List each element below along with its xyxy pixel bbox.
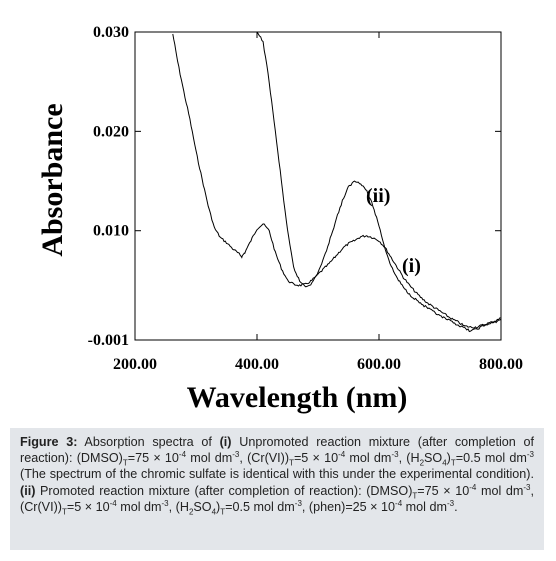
caption-text: (The spectrum of the chromic sulfate is … [20,467,534,482]
x-tick-label: 600.00 [357,356,401,373]
caption-superscript: -4 [338,450,346,460]
caption-superscript: -3 [294,498,302,508]
y-tick-label: 0.020 [93,123,129,140]
figure-caption: Figure 3: Absorption spectra of (i) Unpr… [10,428,544,550]
caption-text: mol dm [186,451,233,466]
caption-label-i: (i) [219,435,232,449]
caption-superscript: -3 [232,450,240,460]
plot-frame [134,31,502,341]
caption-text: =75 × 10 [127,451,179,466]
caption-subscript: T [289,458,294,468]
caption-text: , (Cr(VI)) [239,451,290,466]
chart: -0.001 0.010 0.020 0.030 200.00 400.00 600.00 8… [36,24,523,414]
series-label-i: (i) [402,255,421,277]
caption-text: ) [446,451,451,466]
series-line-i [172,33,502,329]
x-tick-label: 400.00 [235,356,279,373]
caption-text: Unpromoted reaction mixture (after compl… [20,435,535,466]
series-label-ii: (ii) [366,185,390,207]
y-axis-title: Absorbance [36,103,69,256]
caption-superscript: -4 [395,498,403,508]
caption-text: , (H [398,451,420,466]
caption-superscript: -3 [391,450,399,460]
caption-text: mol dm [345,451,392,466]
y-tick-label: 0.010 [93,223,129,240]
caption-text: SO [193,499,212,514]
y-tick-label: -0.001 [88,332,129,349]
caption-text: =5 × 10 [293,451,339,466]
caption-subscript: T [122,458,128,468]
series-lines [172,31,502,333]
caption-subscript: T [220,507,226,517]
caption-figure-label: Figure 3: [20,435,78,449]
caption-text: Absorption spectra of [77,435,220,449]
caption-superscript: -4 [178,450,187,460]
caption-text: =0.5 mol dm [455,451,527,466]
caption-subscript: T [412,491,418,501]
caption-text: SO [424,451,443,466]
caption-superscript: -4 [469,482,477,492]
caption-text: . [454,499,458,514]
caption-superscript: -4 [109,498,117,508]
caption-superscript: -3 [446,498,455,508]
caption-subscript: 4 [442,458,447,468]
caption-superscript: -3 [161,498,169,508]
caption-text: , (H [168,499,189,514]
y-tick-label: 0.030 [93,24,129,41]
x-tick-label: 200.00 [113,356,157,373]
caption-text: , (Cr(VI)) [20,483,534,514]
caption-subscript: T [450,458,456,468]
caption-text: =0.5 mol dm [225,499,295,514]
caption-text: =5 × 10 [66,499,110,514]
caption-text: mol dm [116,499,162,514]
caption-superscript: -3 [523,482,531,492]
caption-subscript: 2 [419,458,425,468]
x-axis-title: Wavelength (nm) [187,381,408,414]
series-line-ii [256,31,502,333]
caption-text: =75 × 10 [417,483,470,498]
caption-label-ii: (ii) [20,483,36,498]
axis-ticks: -0.001 0.010 0.020 0.030 200.00 400.00 600.00 8… [88,24,523,373]
caption-subscript: 2 [188,507,194,517]
caption-text: ) [216,499,221,514]
caption-superscript: -3 [526,450,534,460]
caption-text: mol dm [476,483,524,498]
caption-subscript: 4 [211,507,217,517]
caption-text: , (phen)=25 × 10 [301,499,396,514]
x-tick-label: 800.00 [479,356,523,373]
caption-subscript: T [61,507,67,517]
caption-text: mol dm [402,499,447,514]
caption-text: Promoted reaction mixture (after complet… [35,483,413,498]
